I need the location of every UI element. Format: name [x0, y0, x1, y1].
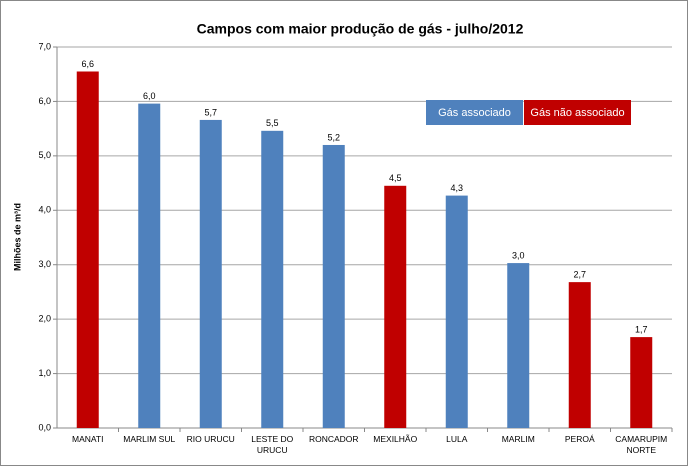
y-tick-label: 3,0 [38, 259, 51, 269]
y-tick-label: 7,0 [38, 41, 51, 51]
y-tick-label: 5,0 [38, 150, 51, 160]
value-label: 5,5 [266, 118, 279, 128]
x-tick-label: CAMARUPIM NORTE [615, 434, 668, 455]
x-tick-label: MEXILHÃO [373, 434, 418, 444]
value-label: 5,2 [327, 132, 340, 142]
bar [199, 119, 222, 428]
value-label: 5,7 [204, 107, 217, 117]
bar [76, 71, 99, 428]
legend-label: Gás associado [438, 107, 511, 119]
value-label: 2,7 [573, 270, 586, 280]
x-tick-label: MANATI [72, 434, 104, 444]
x-tick-label: LULA [446, 434, 468, 444]
bar [261, 130, 284, 428]
y-tick-label: 6,0 [38, 96, 51, 106]
value-label: 6,0 [143, 91, 156, 101]
legend-label: Gás não associado [530, 107, 624, 119]
legend-swatch [426, 100, 523, 125]
y-tick-label: 2,0 [38, 314, 51, 324]
value-label: 6,6 [81, 59, 94, 69]
value-label: 3,0 [512, 250, 525, 260]
value-label: 4,5 [389, 173, 402, 183]
bar [138, 103, 161, 428]
y-tick-label: 1,0 [38, 368, 51, 378]
x-tick-label: RONCADOR [308, 434, 359, 444]
y-tick-label: 0,0 [38, 422, 51, 432]
value-label: 4,3 [450, 183, 463, 193]
x-tick-label: LESTE DO URUCU [251, 434, 294, 455]
value-label: 1,7 [635, 324, 648, 334]
bar [445, 195, 468, 428]
y-axis-label: Milhões de m³/d [12, 203, 22, 271]
legend-swatch [524, 100, 631, 125]
bar [384, 185, 407, 428]
x-tick-label: PEROÁ [564, 434, 595, 444]
x-tick-label: RIO URUCU [186, 434, 235, 444]
bar [322, 144, 345, 428]
chart-title: Campos com maior produção de gás - julho… [197, 21, 524, 37]
y-tick-label: 4,0 [38, 205, 51, 215]
x-tick-label: MARLIM SUL [123, 434, 176, 444]
bar [630, 337, 653, 428]
bar [507, 263, 530, 428]
bar [568, 282, 591, 428]
x-tick-label: MARLIM [501, 434, 535, 444]
